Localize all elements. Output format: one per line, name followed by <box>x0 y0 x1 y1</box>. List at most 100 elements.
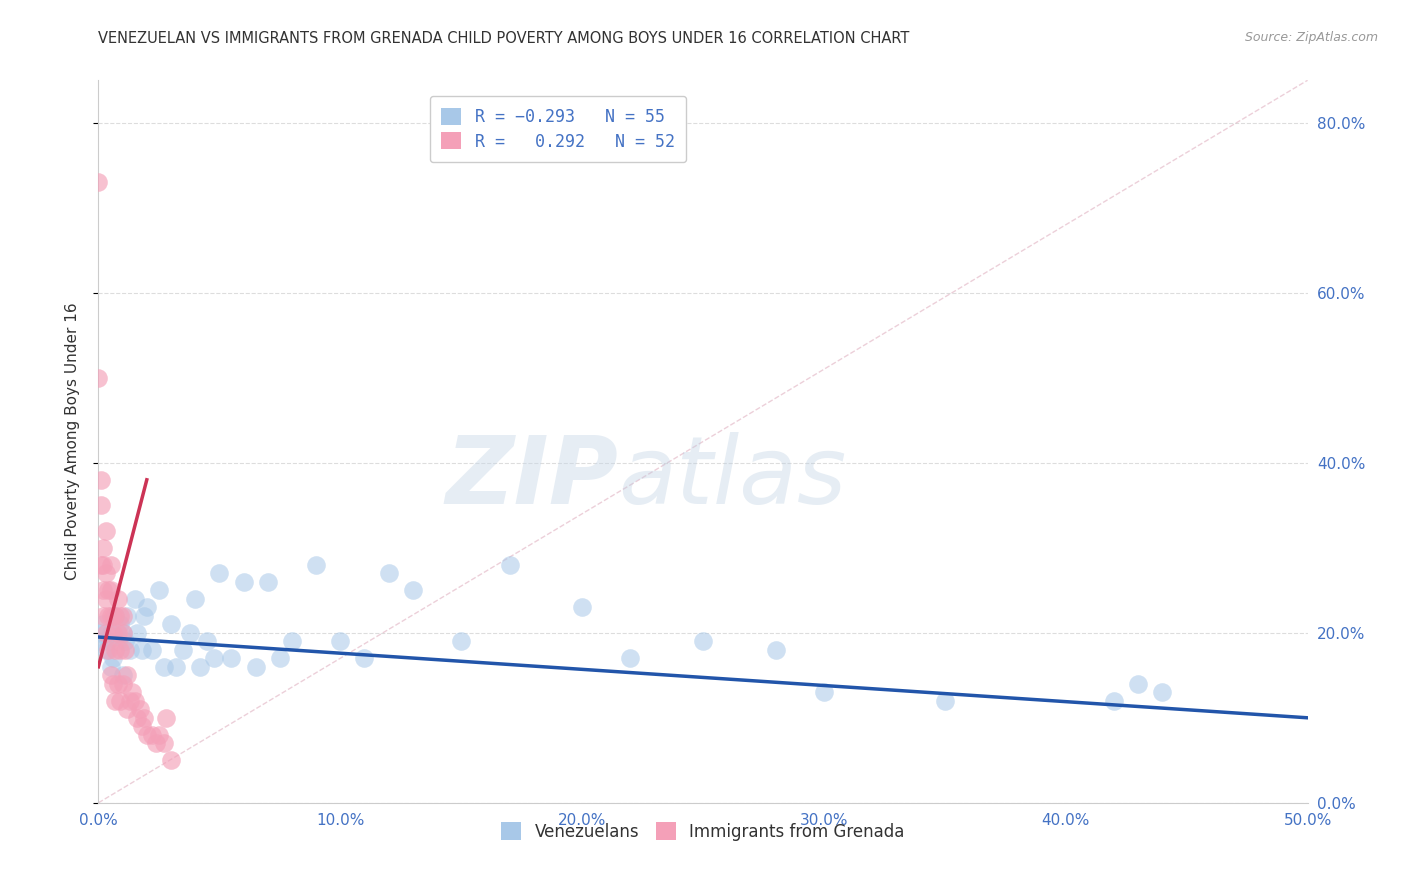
Point <box>329 634 352 648</box>
Point <box>100 558 122 572</box>
Point <box>94 524 117 538</box>
Point <box>269 651 291 665</box>
Point <box>245 660 267 674</box>
Point <box>450 634 472 648</box>
Y-axis label: Child Poverty Among Boys Under 16: Child Poverty Among Boys Under 16 <box>65 302 80 581</box>
Point <box>111 677 134 691</box>
Point <box>97 583 120 598</box>
Point <box>402 583 425 598</box>
Point <box>87 175 110 189</box>
Point <box>108 642 131 657</box>
Point <box>135 600 157 615</box>
Point <box>97 642 120 657</box>
Point <box>353 651 375 665</box>
Point <box>104 694 127 708</box>
Legend: Venezuelans, Immigrants from Grenada: Venezuelans, Immigrants from Grenada <box>489 811 917 852</box>
Point <box>91 608 114 623</box>
Point <box>571 600 593 615</box>
Point <box>305 558 328 572</box>
Point <box>127 625 149 640</box>
Point <box>100 625 122 640</box>
Point <box>108 694 131 708</box>
Point <box>145 736 167 750</box>
Point <box>118 642 141 657</box>
Point <box>87 371 110 385</box>
Point <box>107 591 129 606</box>
Point <box>256 574 278 589</box>
Point <box>124 694 146 708</box>
Point <box>134 711 156 725</box>
Point <box>108 617 131 632</box>
Point <box>114 634 136 648</box>
Point <box>107 677 129 691</box>
Point <box>91 558 114 572</box>
Point <box>155 711 177 725</box>
Point <box>765 642 787 657</box>
Point <box>107 634 129 648</box>
Point <box>165 660 187 674</box>
Point <box>692 634 714 648</box>
Point <box>188 660 211 674</box>
Point <box>152 736 174 750</box>
Point <box>114 642 136 657</box>
Point <box>97 634 120 648</box>
Point <box>94 642 117 657</box>
Point <box>101 625 124 640</box>
Point <box>91 583 114 598</box>
Point <box>184 591 207 606</box>
Point <box>124 591 146 606</box>
Point <box>118 694 141 708</box>
Point <box>498 558 520 572</box>
Point <box>91 617 114 632</box>
Point <box>179 625 201 640</box>
Point <box>111 668 134 682</box>
Point <box>94 591 117 606</box>
Point <box>101 608 124 623</box>
Point <box>152 660 174 674</box>
Point <box>111 625 134 640</box>
Point <box>94 625 117 640</box>
Point <box>117 702 139 716</box>
Point <box>94 566 117 581</box>
Point <box>377 566 399 581</box>
Point <box>101 677 124 691</box>
Text: atlas: atlas <box>619 432 846 524</box>
Point <box>232 574 254 589</box>
Point <box>121 685 143 699</box>
Point <box>87 634 110 648</box>
Point <box>101 651 124 665</box>
Point <box>813 685 835 699</box>
Point <box>111 625 134 640</box>
Point <box>100 583 122 598</box>
Point <box>208 566 231 581</box>
Point <box>619 651 641 665</box>
Point <box>135 728 157 742</box>
Text: VENEZUELAN VS IMMIGRANTS FROM GRENADA CHILD POVERTY AMONG BOYS UNDER 16 CORRELAT: VENEZUELAN VS IMMIGRANTS FROM GRENADA CH… <box>98 31 910 46</box>
Point <box>172 642 194 657</box>
Point <box>160 753 183 767</box>
Text: Source: ZipAtlas.com: Source: ZipAtlas.com <box>1244 31 1378 45</box>
Point <box>141 642 163 657</box>
Point <box>131 642 153 657</box>
Point <box>195 634 218 648</box>
Point <box>1152 685 1174 699</box>
Point <box>90 558 112 572</box>
Point <box>141 728 163 742</box>
Point <box>934 694 956 708</box>
Point <box>100 660 122 674</box>
Point <box>134 608 156 623</box>
Point <box>127 711 149 725</box>
Point <box>204 651 226 665</box>
Point <box>104 608 127 623</box>
Point <box>90 498 112 512</box>
Point <box>1102 694 1125 708</box>
Point <box>221 651 243 665</box>
Point <box>281 634 304 648</box>
Text: ZIP: ZIP <box>446 432 619 524</box>
Point <box>91 541 114 555</box>
Point <box>148 728 170 742</box>
Point <box>100 608 122 623</box>
Point <box>107 625 129 640</box>
Point <box>148 583 170 598</box>
Point <box>104 608 127 623</box>
